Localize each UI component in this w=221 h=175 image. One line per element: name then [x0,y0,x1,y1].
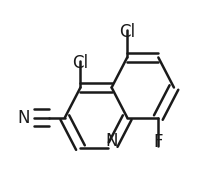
Text: Cl: Cl [119,23,135,41]
Text: N: N [105,132,118,150]
Text: Cl: Cl [72,54,89,72]
Text: N: N [18,108,30,127]
Text: F: F [154,133,163,151]
